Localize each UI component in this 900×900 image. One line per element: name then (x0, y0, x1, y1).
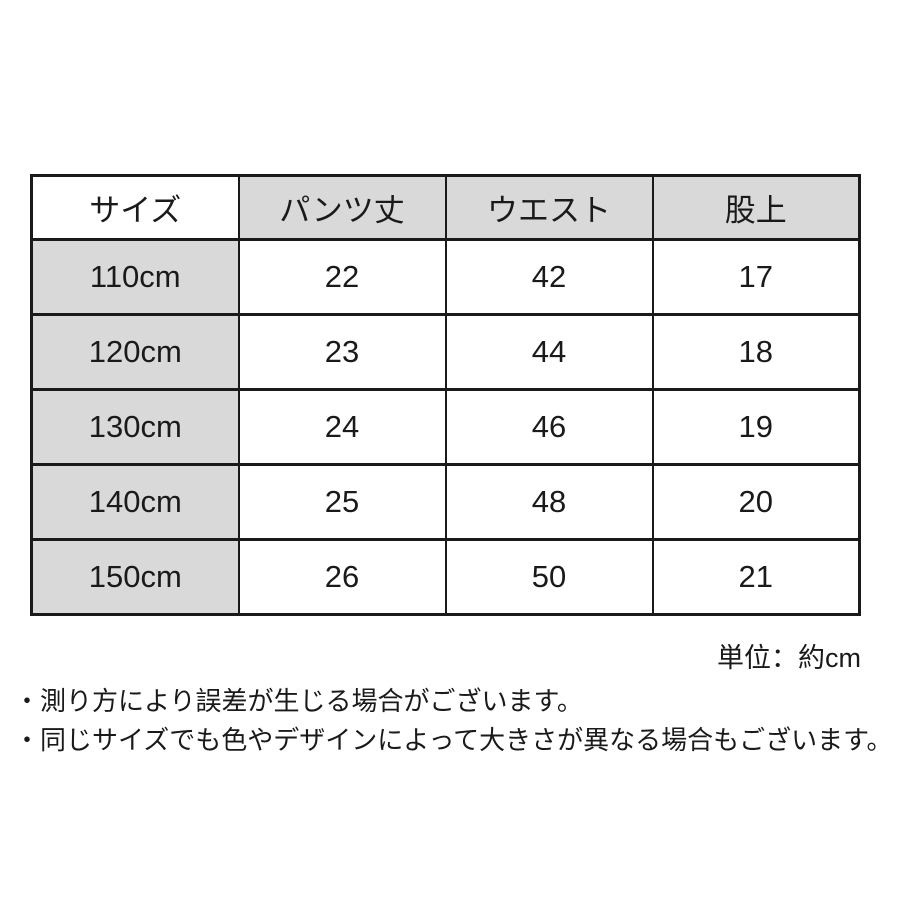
waist-value-cell: 48 (444, 463, 654, 541)
header-row: サイズ パンツ丈 ウエスト 股上 (30, 174, 861, 241)
pants-length-value-cell: 24 (237, 388, 447, 466)
header-cell-pants-length: パンツ丈 (237, 174, 447, 241)
size-label-cell: 110cm (30, 238, 240, 316)
size-label-cell: 120cm (30, 313, 240, 391)
waist-value-cell: 44 (444, 313, 654, 391)
table-row: 110cm 22 42 17 (30, 238, 861, 316)
rise-value-cell: 19 (651, 388, 861, 466)
size-label-cell: 130cm (30, 388, 240, 466)
pants-length-value-cell: 26 (237, 538, 447, 616)
size-chart-table: サイズ パンツ丈 ウエスト 股上 110cm 22 42 17 120cm 23… (30, 174, 861, 616)
pants-length-value-cell: 23 (237, 313, 447, 391)
footnote-list: ・測り方により誤差が生じる場合がございます。 ・同じサイズでも色やデザインによっ… (14, 682, 894, 760)
rise-value-cell: 20 (651, 463, 861, 541)
rise-value-cell: 21 (651, 538, 861, 616)
rise-value-cell: 17 (651, 238, 861, 316)
table-row: 120cm 23 44 18 (30, 313, 861, 391)
header-cell-size: サイズ (30, 174, 240, 241)
header-cell-rise: 股上 (651, 174, 861, 241)
pants-length-value-cell: 22 (237, 238, 447, 316)
waist-value-cell: 50 (444, 538, 654, 616)
table-row: 150cm 26 50 21 (30, 538, 861, 616)
table-row: 130cm 24 46 19 (30, 388, 861, 466)
size-label-cell: 140cm (30, 463, 240, 541)
waist-value-cell: 46 (444, 388, 654, 466)
header-cell-waist: ウエスト (444, 174, 654, 241)
table-row: 140cm 25 48 20 (30, 463, 861, 541)
pants-length-value-cell: 25 (237, 463, 447, 541)
footnote-size-variation: ・同じサイズでも色やデザインによって大きさが異なる場合もございます。 (14, 725, 893, 755)
rise-value-cell: 18 (651, 313, 861, 391)
size-label-cell: 150cm (30, 538, 240, 616)
unit-note: 単位：約cm (717, 643, 861, 673)
footnote-measurement-tolerance: ・測り方により誤差が生じる場合がございます。 (14, 686, 583, 716)
waist-value-cell: 42 (444, 238, 654, 316)
size-chart: サイズ パンツ丈 ウエスト 股上 110cm 22 42 17 120cm 23… (30, 174, 861, 616)
